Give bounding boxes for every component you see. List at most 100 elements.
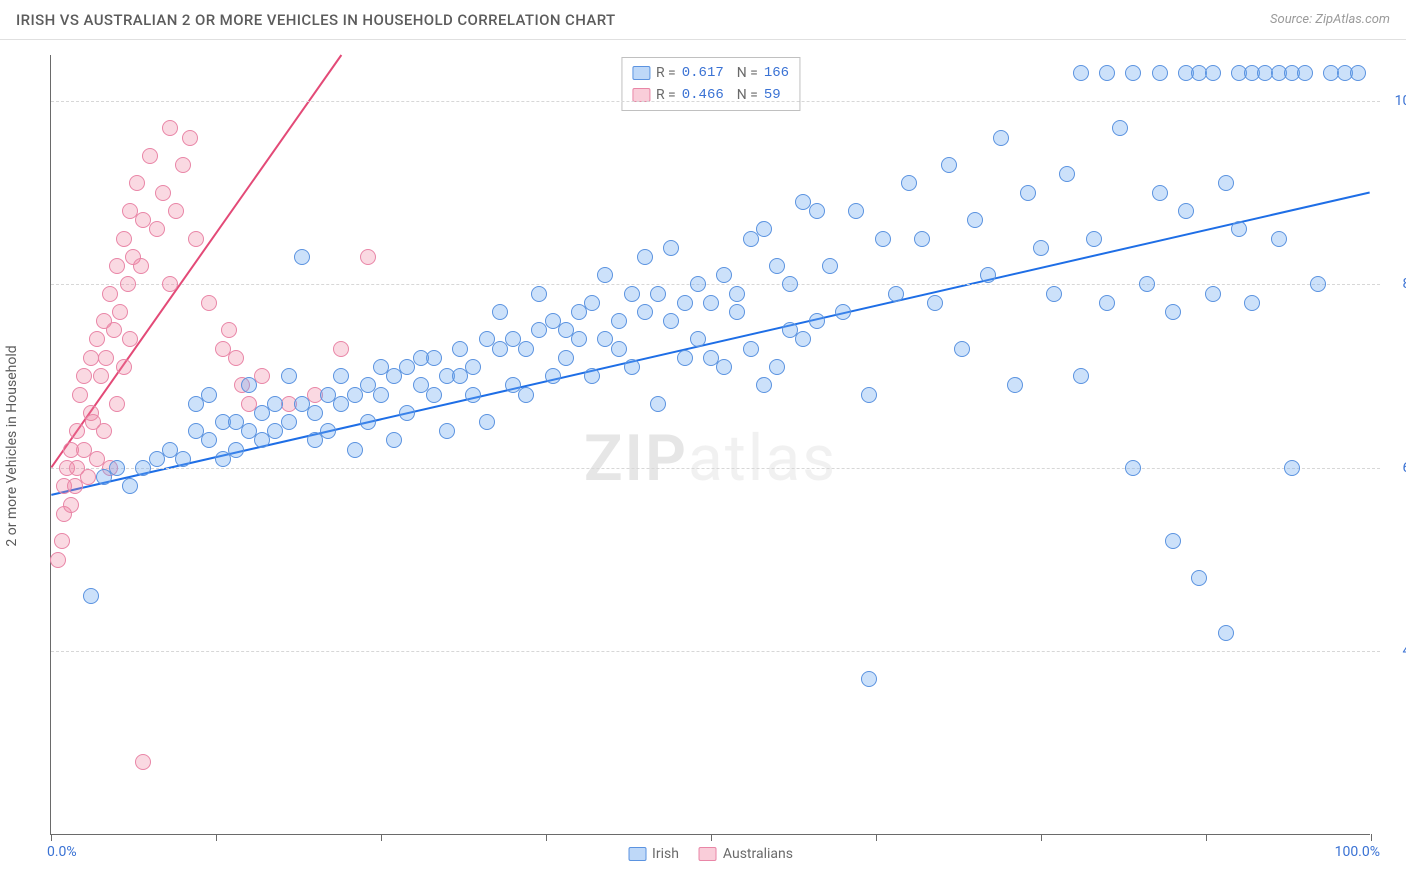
data-point: [927, 295, 943, 311]
data-point: [1178, 203, 1194, 219]
data-point: [135, 754, 151, 770]
x-axis-min-label: 0.0%: [47, 844, 77, 860]
data-point: [241, 377, 257, 393]
data-point: [1244, 295, 1260, 311]
data-point: [109, 396, 125, 412]
data-point: [465, 359, 481, 375]
x-axis-max-label: 100.0%: [1335, 844, 1380, 860]
data-point: [1284, 460, 1300, 476]
data-point: [50, 552, 66, 568]
data-point: [637, 304, 653, 320]
trend-line: [51, 192, 1369, 494]
data-point: [155, 185, 171, 201]
data-point: [1205, 65, 1221, 81]
gridline: [51, 651, 1380, 652]
data-point: [492, 304, 508, 320]
data-point: [756, 221, 772, 237]
data-point: [743, 341, 759, 357]
data-point: [809, 203, 825, 219]
y-axis-title: 2 or more Vehicles in Household: [4, 345, 20, 546]
data-point: [307, 405, 323, 421]
data-point: [584, 295, 600, 311]
data-point: [439, 423, 455, 439]
data-point: [1073, 368, 1089, 384]
data-point: [795, 331, 811, 347]
data-point: [1086, 231, 1102, 247]
data-point: [320, 423, 336, 439]
data-point: [941, 157, 957, 173]
data-point: [769, 258, 785, 274]
y-tick-label: 100.0%: [1380, 93, 1406, 109]
data-point: [54, 533, 70, 549]
x-tick: [546, 834, 547, 841]
gridline: [51, 284, 1380, 285]
data-point: [1165, 304, 1181, 320]
data-point: [624, 286, 640, 302]
data-point: [413, 350, 429, 366]
data-point: [531, 286, 547, 302]
data-point: [1059, 166, 1075, 182]
data-point: [452, 341, 468, 357]
data-point: [122, 478, 138, 494]
legend-item-irish: Irish: [628, 846, 679, 862]
data-point: [142, 148, 158, 164]
data-point: [122, 331, 138, 347]
data-point: [1152, 65, 1168, 81]
data-point: [809, 313, 825, 329]
data-point: [518, 341, 534, 357]
data-point: [333, 341, 349, 357]
data-point: [386, 432, 402, 448]
data-point: [129, 175, 145, 191]
data-point: [993, 130, 1009, 146]
data-point: [175, 157, 191, 173]
data-point: [102, 286, 118, 302]
data-point: [201, 295, 217, 311]
data-point: [399, 405, 415, 421]
data-point: [360, 414, 376, 430]
x-tick: [51, 834, 52, 841]
data-point: [93, 368, 109, 384]
data-point: [1205, 286, 1221, 302]
data-point: [1099, 295, 1115, 311]
data-point: [201, 432, 217, 448]
data-point: [756, 377, 772, 393]
data-point: [1191, 570, 1207, 586]
data-point: [69, 423, 85, 439]
x-tick: [1206, 834, 1207, 841]
data-point: [479, 414, 495, 430]
gridline: [51, 468, 1380, 469]
data-point: [168, 203, 184, 219]
data-point: [1139, 276, 1155, 292]
data-point: [1350, 65, 1366, 81]
data-point: [452, 368, 468, 384]
data-point: [116, 359, 132, 375]
legend-label-aus: Australians: [723, 846, 793, 862]
data-point: [72, 387, 88, 403]
data-point: [1046, 286, 1062, 302]
swatch-blue-icon: [632, 66, 650, 80]
data-point: [1125, 460, 1141, 476]
data-point: [611, 313, 627, 329]
data-point: [967, 212, 983, 228]
stats-legend: R = 0.617 N = 166 R = 0.466 N = 59: [621, 57, 800, 111]
data-point: [133, 258, 149, 274]
data-point: [106, 322, 122, 338]
data-point: [624, 359, 640, 375]
x-tick: [216, 834, 217, 841]
data-point: [822, 258, 838, 274]
data-point: [63, 497, 79, 513]
legend-label-irish: Irish: [652, 846, 679, 862]
chart-header: IRISH VS AUSTRALIAN 2 OR MORE VEHICLES I…: [0, 0, 1406, 40]
data-point: [254, 368, 270, 384]
data-point: [769, 359, 785, 375]
scatter-plot-area: ZIPatlas R = 0.617 N = 166 R = 0.466 N =…: [50, 55, 1370, 835]
data-point: [1297, 65, 1313, 81]
data-point: [281, 414, 297, 430]
data-point: [80, 469, 96, 485]
data-point: [1218, 175, 1234, 191]
data-point: [1007, 377, 1023, 393]
data-point: [201, 387, 217, 403]
data-point: [650, 396, 666, 412]
data-point: [571, 331, 587, 347]
data-point: [182, 130, 198, 146]
